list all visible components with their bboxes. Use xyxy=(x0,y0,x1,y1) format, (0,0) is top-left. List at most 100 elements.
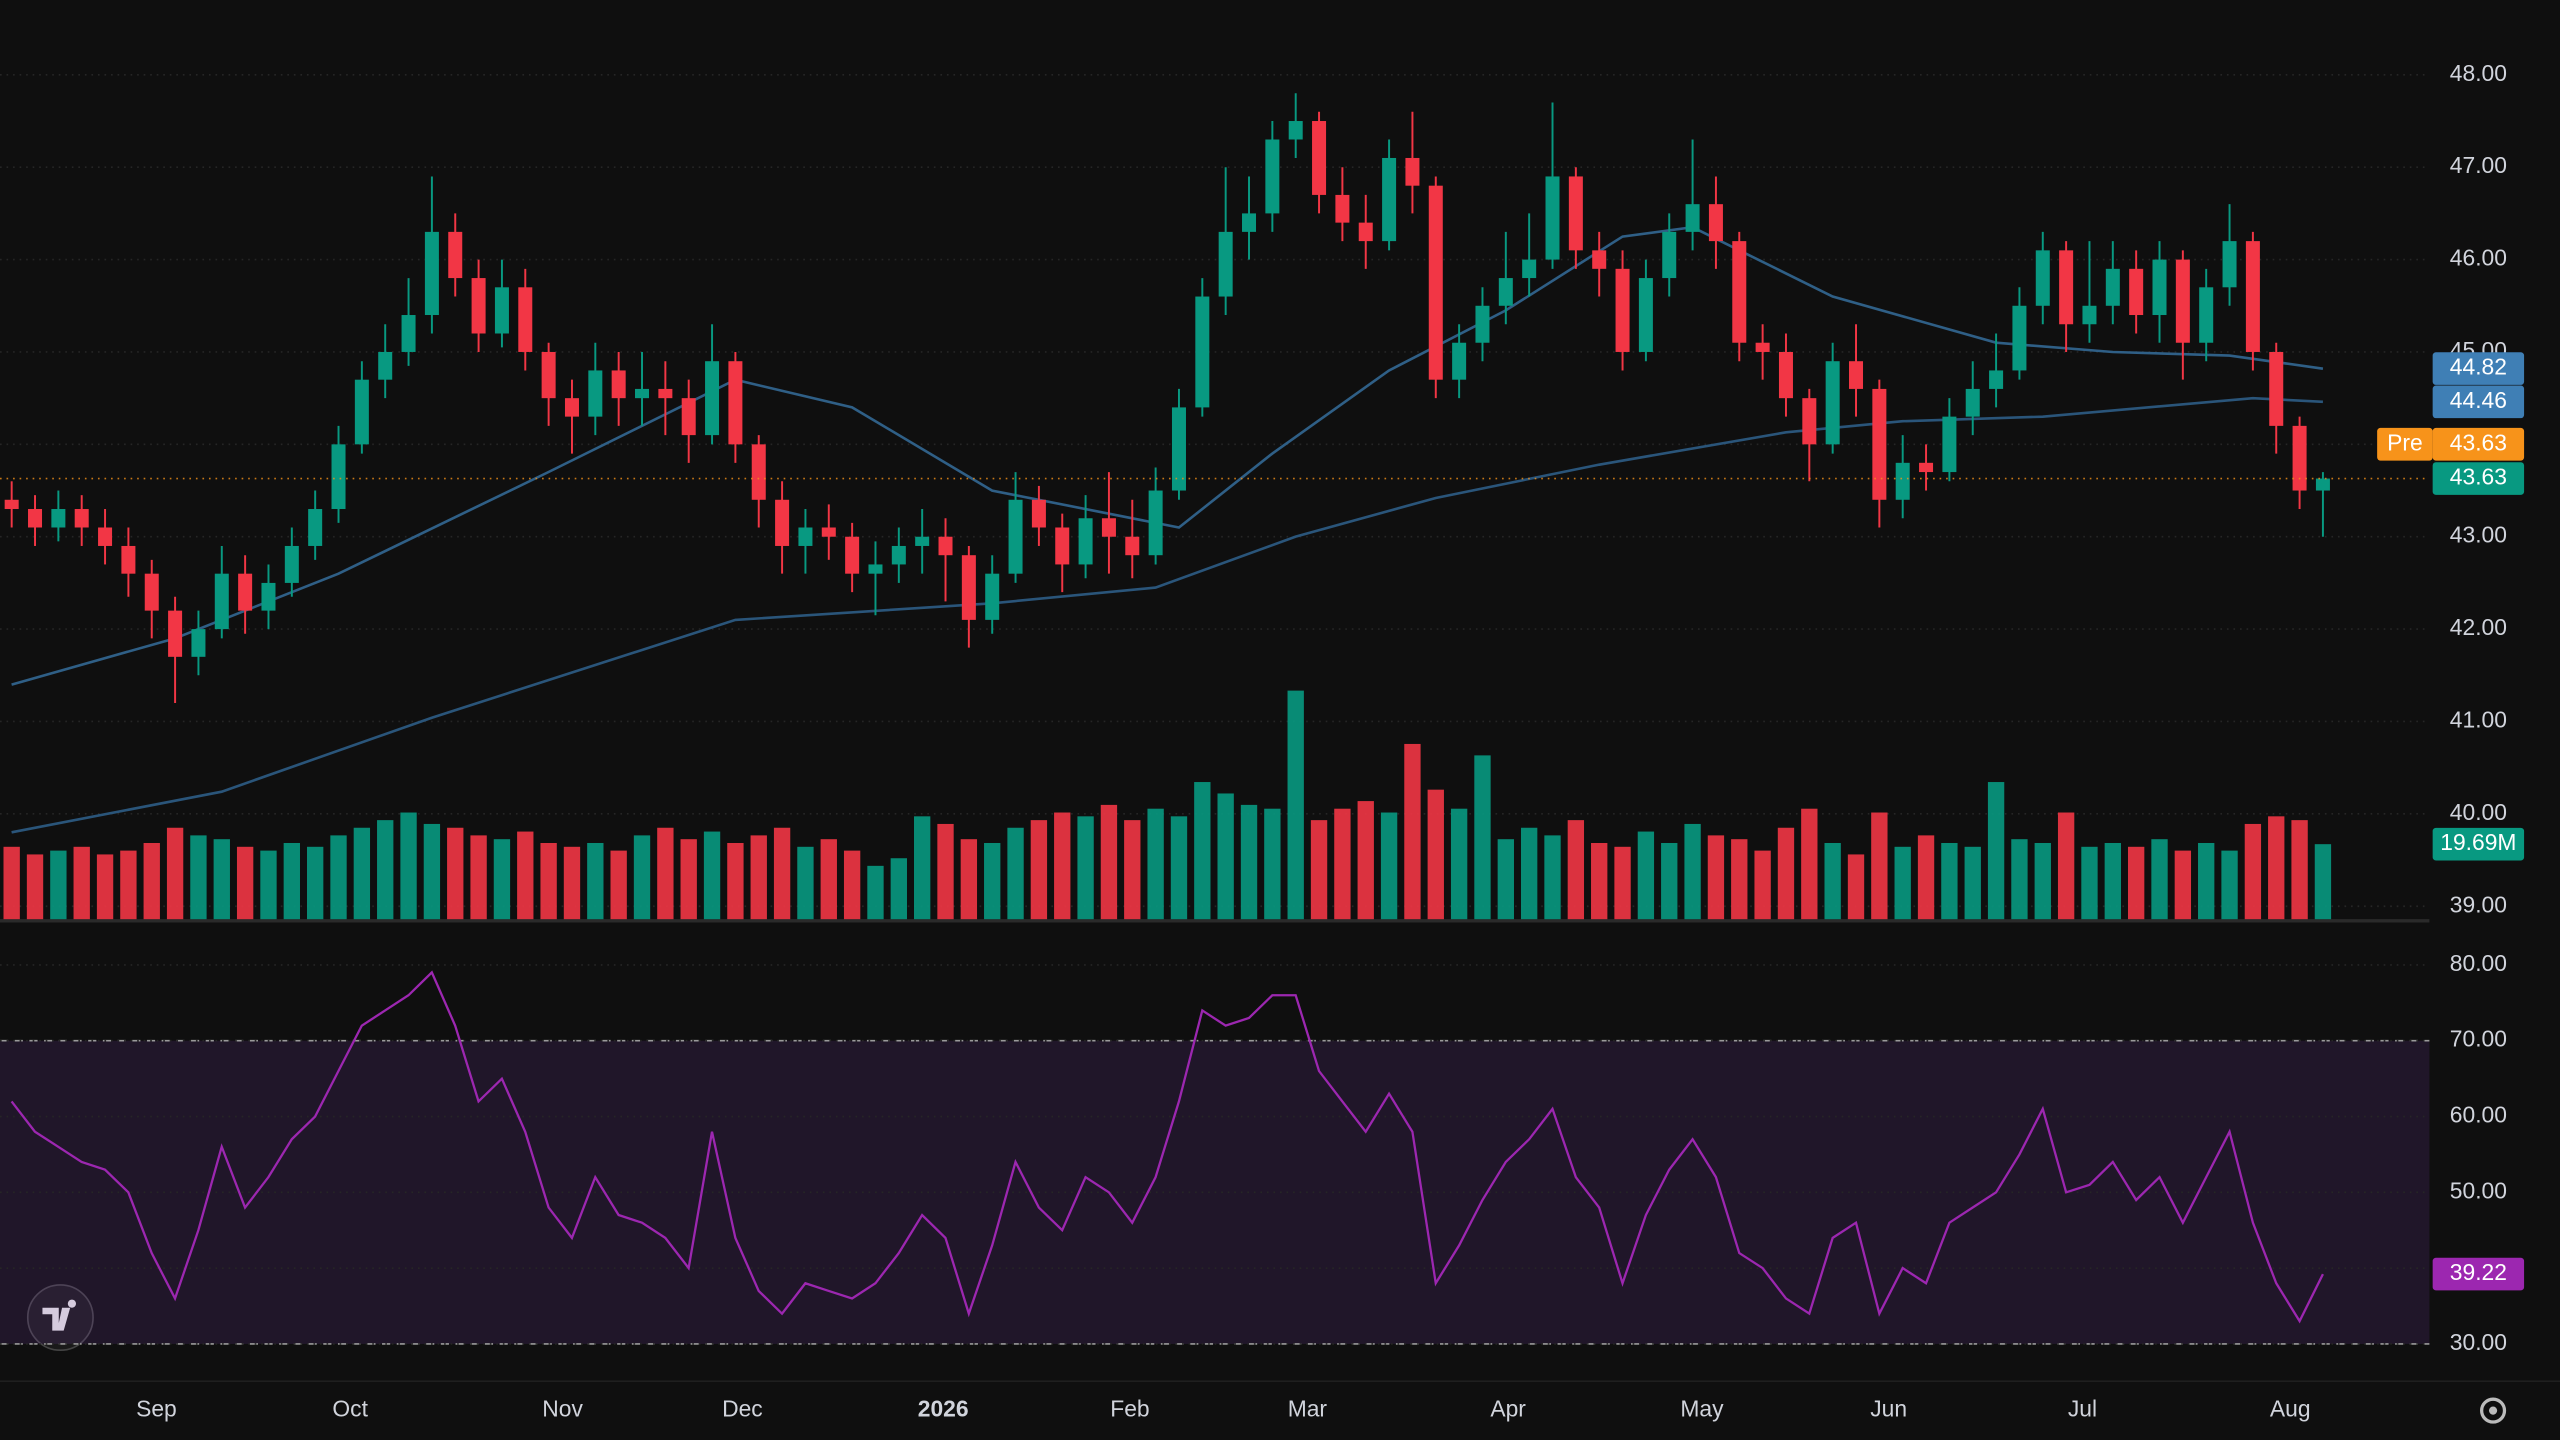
candle-body xyxy=(1382,157,1397,242)
volume-bar xyxy=(2057,812,2075,920)
candle-body xyxy=(1895,462,1910,500)
candle-body xyxy=(2292,425,2307,491)
volume-bar xyxy=(1287,690,1304,920)
candle-body xyxy=(1685,204,1700,232)
candle-body xyxy=(1265,139,1280,214)
candle-body xyxy=(1242,213,1257,232)
candle-body xyxy=(144,573,159,611)
x-tick-label: Jun xyxy=(1870,1396,1907,1422)
volume-bar xyxy=(867,865,884,920)
y-tick-label: 41.00 xyxy=(2450,707,2507,733)
candle-body xyxy=(1522,259,1537,279)
volume-bar xyxy=(773,827,791,920)
candle-body xyxy=(518,287,533,352)
volume-bar xyxy=(1310,820,1328,920)
volume-bar xyxy=(937,823,954,920)
candle-body xyxy=(1452,342,1467,380)
volume-bar xyxy=(1450,808,1468,920)
volume-bar xyxy=(1170,816,1188,920)
candle-body xyxy=(1498,278,1513,306)
settings-icon[interactable] xyxy=(2480,1397,2507,1424)
candle-body xyxy=(1919,462,1934,473)
volume-bar xyxy=(517,831,534,920)
x-tick-label: Mar xyxy=(1288,1396,1328,1422)
volume-bar xyxy=(1264,808,1281,920)
candle-body xyxy=(121,545,136,574)
volume-bar xyxy=(797,846,814,920)
candle-body xyxy=(1288,121,1303,140)
price-tag-bg xyxy=(2432,462,2525,495)
x-tick-label: Oct xyxy=(332,1396,368,1422)
volume-bar xyxy=(260,850,277,920)
candle-body xyxy=(845,536,860,574)
volume-bar xyxy=(26,854,44,920)
candle-body xyxy=(1405,157,1420,186)
rsi-tick-label: 50.00 xyxy=(2450,1177,2507,1203)
volume-bar xyxy=(1941,842,1958,920)
volume-bar xyxy=(1754,850,1771,920)
volume-bar xyxy=(1427,789,1444,920)
candle-body xyxy=(821,527,836,537)
volume-bar xyxy=(1987,782,2005,920)
volume-bar xyxy=(1801,808,1818,920)
volume-bar xyxy=(236,846,254,920)
gear[interactable] xyxy=(2480,1397,2507,1424)
volume-bar xyxy=(1194,782,1211,920)
x-tick-label: Feb xyxy=(1110,1396,1149,1422)
candle-body xyxy=(1008,499,1023,574)
volume-bar xyxy=(633,835,651,920)
volume-bar xyxy=(843,850,861,920)
candle-body xyxy=(705,361,720,436)
volume-bar xyxy=(1964,846,1981,920)
candle-body xyxy=(1732,241,1747,343)
price-tag-bg xyxy=(2432,352,2525,385)
volume-bar xyxy=(1824,842,1841,920)
candle-body xyxy=(98,527,113,546)
volume-bar xyxy=(447,827,464,920)
volume-bar xyxy=(2314,844,2332,920)
volume-bar xyxy=(353,827,371,920)
candle-body xyxy=(1965,388,1980,417)
volume-bar xyxy=(2034,842,2051,920)
volume-bar xyxy=(960,839,978,920)
volume-tag-bg xyxy=(2432,827,2525,861)
volume-bar xyxy=(1077,816,1094,920)
candle-body xyxy=(74,509,89,528)
price-tag: 44.46 xyxy=(2450,387,2507,413)
candle-body xyxy=(471,278,486,334)
tradingview-logo[interactable] xyxy=(26,1284,94,1352)
volume-bar xyxy=(1380,812,1398,920)
candle-body xyxy=(401,315,416,352)
gear-center[interactable] xyxy=(2488,1406,2498,1415)
volume-bar xyxy=(1731,839,1748,920)
volume-bar xyxy=(2174,850,2192,920)
volume-bar xyxy=(2011,839,2028,920)
price-tag: 43.63 xyxy=(2450,464,2507,490)
candle-body xyxy=(2175,259,2190,343)
volume-bar xyxy=(1871,812,1888,920)
candle-body xyxy=(1358,222,1373,242)
logo-mark[interactable] xyxy=(42,1299,76,1331)
moving-average xyxy=(11,396,2324,834)
volume-bar xyxy=(2244,823,2262,920)
volume-bar xyxy=(213,839,230,920)
volume-bar xyxy=(1637,831,1655,920)
candle-body xyxy=(424,231,439,316)
price-tag: 44.82 xyxy=(2450,354,2507,380)
volume-bar xyxy=(2127,846,2145,920)
candle-body xyxy=(1125,536,1140,556)
volume-bar xyxy=(1007,827,1024,920)
y-tick-label: 46.00 xyxy=(2450,245,2507,271)
volume-bar xyxy=(3,846,20,920)
y-tick-label: 43.00 xyxy=(2450,522,2507,548)
candle-body xyxy=(284,545,299,583)
candle-body xyxy=(378,351,393,380)
candle-body xyxy=(1101,518,1116,537)
candle-body xyxy=(1802,398,1817,445)
price-tag-bg xyxy=(2432,427,2525,461)
volume-bar xyxy=(890,858,907,920)
volume-bar xyxy=(166,827,184,920)
candle-body xyxy=(1872,388,1887,500)
candle-body xyxy=(564,398,579,417)
candle-body xyxy=(1568,176,1583,251)
